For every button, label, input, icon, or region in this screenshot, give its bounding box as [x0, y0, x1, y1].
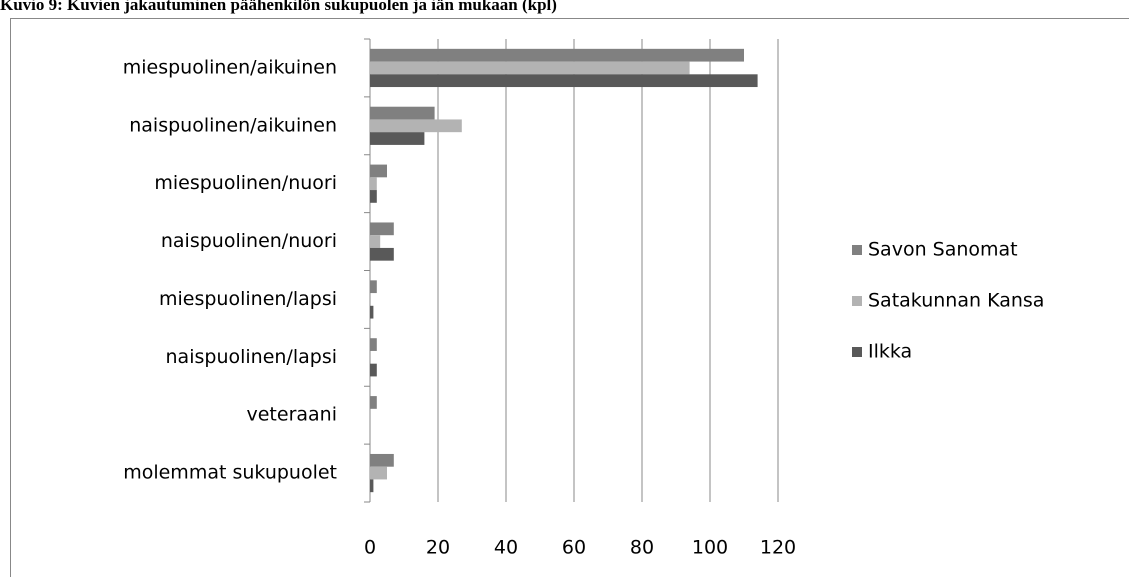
chart-title: Kuvio 9: Kuvien jakautuminen päähenkilön…: [0, 0, 557, 14]
x-tick-label: 80: [630, 537, 654, 559]
bar: [370, 235, 381, 248]
y-tick-label: miespuolinen/nuori: [154, 172, 337, 194]
bar: [370, 466, 387, 480]
bar: [370, 222, 394, 236]
y-tick-label: naispuolinen/aikuinen: [129, 114, 337, 136]
bar: [370, 363, 377, 377]
bar: [370, 305, 374, 319]
x-tick-label: 60: [562, 537, 586, 559]
bar: [370, 479, 374, 493]
y-tick-label: veteraani: [247, 404, 338, 426]
legend-swatch: [852, 296, 862, 306]
y-tick-label: miespuolinen/aikuinen: [123, 56, 337, 78]
bar: [370, 164, 387, 178]
y-tick-label: miespuolinen/lapsi: [159, 288, 337, 310]
chart-border: [10, 18, 1129, 577]
legend-label: Satakunnan Kansa: [868, 290, 1044, 312]
x-tick-label: 40: [494, 537, 518, 559]
bar: [370, 190, 377, 203]
bar: [370, 280, 377, 294]
legend-swatch: [852, 347, 862, 357]
y-tick-label: molemmat sukupuolet: [123, 462, 337, 484]
y-tick-label: naispuolinen/nuori: [161, 230, 337, 252]
y-tick-label: naispuolinen/lapsi: [166, 346, 337, 368]
bar: [370, 74, 758, 88]
bar: [370, 132, 425, 145]
bar: [370, 48, 744, 62]
x-tick-label: 20: [426, 537, 450, 559]
bar: [370, 396, 377, 409]
bar: [370, 106, 435, 120]
bar: [370, 177, 377, 191]
x-tick-label: 120: [760, 537, 796, 559]
legend-label: Ilkka: [868, 341, 912, 363]
bar: [370, 338, 377, 351]
bar: [370, 61, 690, 75]
x-tick-label: 100: [692, 537, 728, 559]
x-tick-label: 0: [364, 537, 376, 559]
bar: [370, 247, 394, 261]
legend-swatch: [852, 245, 862, 255]
legend-label: Savon Sanomat: [868, 239, 1018, 261]
bar: [370, 119, 462, 133]
bar: [370, 453, 394, 467]
